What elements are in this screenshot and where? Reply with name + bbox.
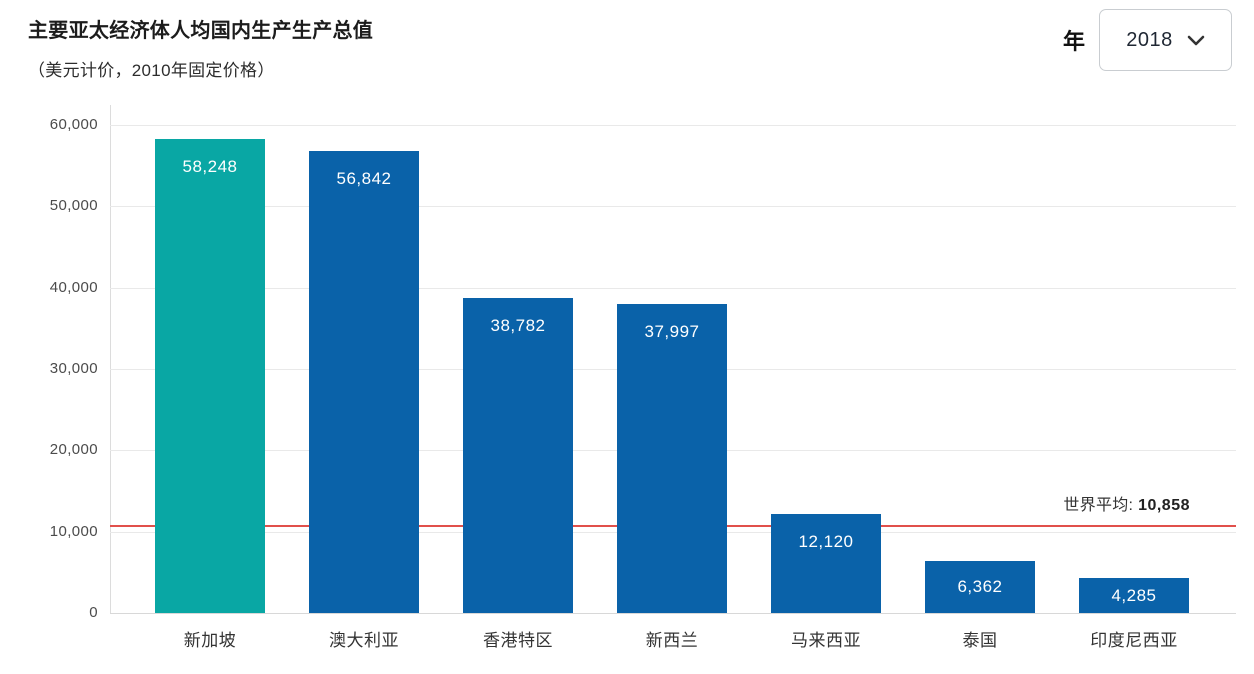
bar-value-label: 4,285 — [1111, 585, 1157, 605]
x-axis-label: 香港特区 — [483, 631, 553, 650]
bar-chart-plot-area: 58,248 新加坡 56,842 澳大利亚 38,782 香港特区 37,997 新西兰 12… — [110, 105, 1236, 650]
gridline — [110, 206, 1236, 208]
year-select[interactable]: 2018 — [1099, 9, 1232, 71]
bar-value-label: 58,248 — [182, 157, 238, 177]
bar: 56,842 — [309, 150, 419, 613]
year-selector-label: 年 — [1062, 29, 1085, 54]
x-axis-label: 新加坡 — [183, 631, 237, 650]
y-axis-line — [110, 105, 111, 613]
x-axis-label: 泰国 — [962, 631, 998, 650]
y-tick-label: 10,000 — [49, 522, 98, 540]
y-tick-label: 60,000 — [49, 116, 98, 133]
y-tick-label: 30,000 — [49, 360, 98, 377]
bar: 38,782 — [463, 297, 573, 613]
bar-value-label: 56,842 — [336, 168, 392, 188]
world-average-label: 世界平均: 10,858 — [1063, 495, 1190, 517]
gridline — [110, 125, 1236, 126]
x-axis-label: 马来西亚 — [791, 631, 861, 650]
y-tick-label: 50,000 — [49, 197, 98, 215]
gridline — [110, 287, 1236, 289]
bar-value-label: 6,362 — [957, 577, 1003, 597]
bar: 4,285 — [1079, 578, 1189, 613]
bar-value-label: 37,997 — [644, 321, 700, 341]
x-axis-label: 新西兰 — [645, 631, 699, 650]
bar-value-label: 12,120 — [798, 532, 854, 552]
bar: 58,248 — [155, 139, 265, 613]
world-average-value: 10,858 — [1138, 496, 1190, 514]
x-axis-label: 印度尼西亚 — [1090, 631, 1178, 650]
chevron-down-icon — [1187, 35, 1205, 46]
bar-value-label: 38,782 — [490, 315, 546, 335]
x-axis-label: 澳大利亚 — [329, 631, 399, 650]
y-tick-label: 20,000 — [49, 441, 98, 459]
bar: 12,120 — [771, 514, 881, 613]
page-title: 主要亚太经济体人均国内生产生产总值 — [28, 20, 374, 42]
year-select-value: 2018 — [1126, 28, 1173, 51]
page-subtitle: （美元计价，2010年固定价格） — [28, 61, 275, 80]
x-axis-baseline — [110, 613, 1236, 614]
world-average-label-prefix: 世界平均: — [1063, 496, 1139, 514]
bar: 37,997 — [617, 303, 727, 613]
y-tick-label: 0 — [89, 604, 98, 621]
bars-region: 58,248 新加坡 56,842 澳大利亚 38,782 香港特区 37,997 新西兰 12… — [133, 105, 1211, 650]
bar: 6,362 — [925, 561, 1035, 613]
y-tick-label: 40,000 — [49, 278, 98, 296]
